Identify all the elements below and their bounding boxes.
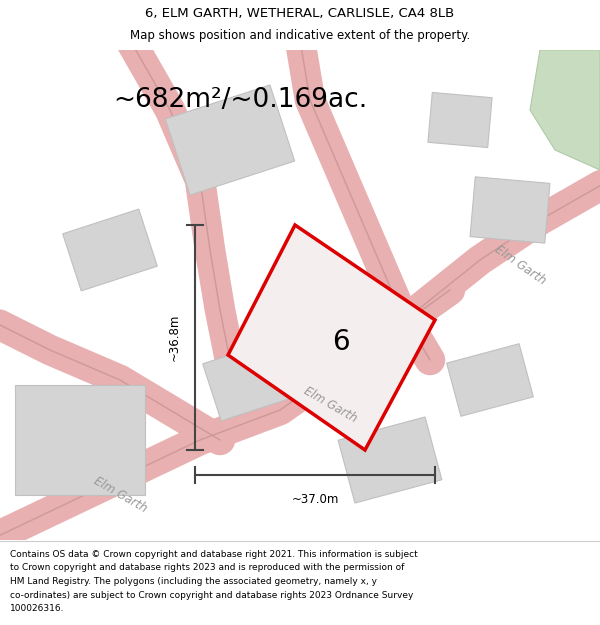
Text: Contains OS data © Crown copyright and database right 2021. This information is : Contains OS data © Crown copyright and d… [10, 550, 418, 559]
Polygon shape [228, 225, 435, 450]
Polygon shape [15, 385, 145, 495]
Text: Elm Garth: Elm Garth [301, 384, 359, 426]
Text: 6: 6 [332, 329, 350, 356]
Polygon shape [428, 92, 492, 148]
Text: ~37.0m: ~37.0m [292, 493, 338, 506]
Text: HM Land Registry. The polygons (including the associated geometry, namely x, y: HM Land Registry. The polygons (includin… [10, 577, 377, 586]
Text: 100026316.: 100026316. [10, 604, 65, 613]
Polygon shape [203, 339, 298, 421]
Text: co-ordinates) are subject to Crown copyright and database rights 2023 Ordnance S: co-ordinates) are subject to Crown copyr… [10, 591, 413, 599]
Text: 6, ELM GARTH, WETHERAL, CARLISLE, CA4 8LB: 6, ELM GARTH, WETHERAL, CARLISLE, CA4 8L… [145, 8, 455, 21]
Polygon shape [166, 85, 295, 195]
Text: Elm Garth: Elm Garth [91, 474, 149, 516]
Polygon shape [62, 209, 157, 291]
Text: to Crown copyright and database rights 2023 and is reproduced with the permissio: to Crown copyright and database rights 2… [10, 564, 404, 572]
Text: Elm Garth: Elm Garth [492, 242, 548, 288]
Text: ~682m²/~0.169ac.: ~682m²/~0.169ac. [113, 87, 367, 113]
Text: ~36.8m: ~36.8m [168, 314, 181, 361]
Polygon shape [470, 177, 550, 243]
Polygon shape [446, 344, 533, 416]
Text: Map shows position and indicative extent of the property.: Map shows position and indicative extent… [130, 29, 470, 42]
Polygon shape [338, 417, 442, 503]
Polygon shape [530, 50, 600, 170]
